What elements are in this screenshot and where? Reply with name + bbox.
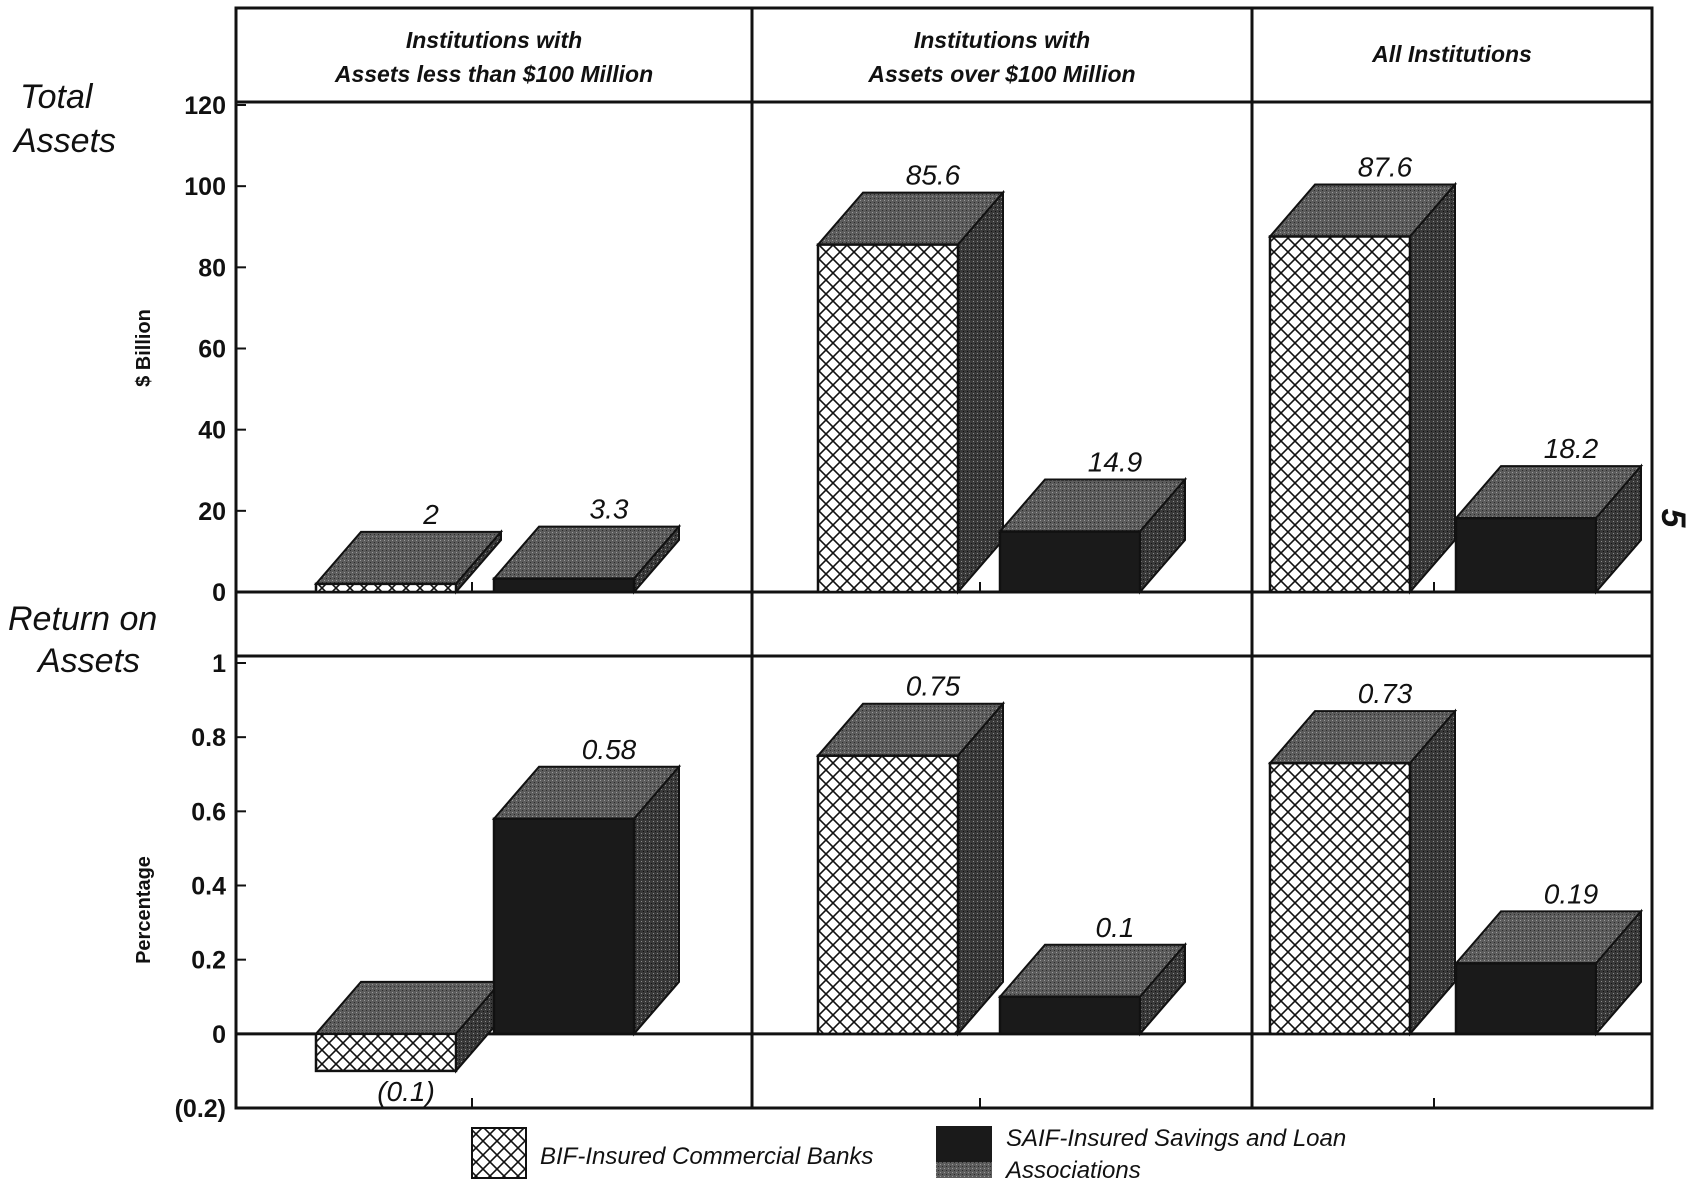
return-on-assets-value-label: 0.75 [906, 671, 961, 702]
legend: BIF-Insured Commercial Banks SAIF-Insure… [471, 1125, 1346, 1182]
total-assets-value-label: 18.2 [1544, 433, 1599, 464]
total-assets-bar-saif-1 [491, 523, 682, 595]
total-assets-value-label: 87.6 [1358, 151, 1413, 182]
y-axis-title-billion: $ Billion [133, 309, 155, 387]
return-on-assets-y-tick: 0.8 [191, 724, 226, 752]
return-on-assets-value-label: 0.73 [1358, 678, 1413, 709]
return-on-assets-y-tick: 1 [212, 650, 226, 678]
total-assets-y-tick: 100 [184, 173, 226, 201]
total-assets-bar-bif-2 [815, 189, 1006, 595]
return-on-assets-panel: (0.2) 0 0.2 0.4 0.6 0.8 1 (0.1) 0.75 0.73 0.58 0.1 0… [175, 650, 1652, 1123]
return-on-assets-bar-saif-1 [491, 764, 682, 1037]
return-on-assets-bar-bif-2 [815, 701, 1006, 1037]
legend-label-saif-line2: Associations [1004, 1157, 1141, 1182]
return-on-assets-bar-bif-3 [1267, 708, 1458, 1037]
return-on-assets-value-label: 0.1 [1096, 912, 1135, 943]
total-assets-y-tick: 60 [198, 336, 226, 364]
total-assets-value-label: 3.3 [590, 494, 629, 525]
total-assets-y-tick: 20 [198, 498, 226, 526]
total-assets-bar-bif-1 [313, 529, 504, 595]
return-on-assets-bar-saif-2 [997, 942, 1188, 1037]
total-assets-y-tick: 0 [212, 579, 226, 607]
total-assets-value-label: 2 [422, 499, 439, 530]
return-on-assets-bar-bif-1 [313, 979, 504, 1074]
column-headers: Institutions with Assets less than $100 M… [334, 27, 1532, 87]
section-title-total-assets: Total Assets [12, 78, 116, 160]
return-on-assets-y-tick: 0.4 [191, 873, 226, 901]
return-on-assets-value-label: 0.19 [1544, 878, 1599, 909]
return-on-assets-y-tick: (0.2) [175, 1095, 226, 1123]
total-assets-value-label: 14.9 [1088, 447, 1143, 478]
column-header-2: Institutions with Assets over $100 Millio… [867, 27, 1135, 87]
total-assets-y-tick: 120 [184, 92, 226, 120]
return-on-assets-y-tick: 0.2 [191, 947, 226, 975]
legend-swatch-bif [471, 1127, 527, 1179]
legend-label-saif-line1: SAIF-Insured Savings and Loan [1006, 1125, 1346, 1152]
column-header-3: All Institutions [1371, 41, 1532, 67]
return-on-assets-y-tick: 0 [212, 1021, 226, 1049]
total-assets-panel: 0 20 40 60 80 100 120 2 85.6 87.6 3.3 14.9 18.2 [184, 92, 1652, 607]
total-assets-bar-bif-3 [1267, 181, 1458, 595]
return-on-assets-y-tick: 0.6 [191, 798, 226, 826]
return-on-assets-value-label: 0.58 [582, 734, 637, 765]
total-assets-bar-saif-2 [997, 476, 1188, 595]
legend-swatch-saif [936, 1126, 992, 1162]
total-assets-y-tick: 40 [198, 417, 226, 445]
section-title-return-on-assets: Return on Assets [8, 600, 157, 680]
total-assets-bar-saif-3 [1453, 463, 1644, 595]
return-on-assets-bar-saif-3 [1453, 908, 1644, 1037]
column-header-1: Institutions with Assets less than $100 M… [334, 27, 653, 87]
legend-label-bif: BIF-Insured Commercial Banks [540, 1143, 873, 1170]
total-assets-value-label: 85.6 [906, 160, 961, 191]
legend-swatch-saif-top [936, 1162, 992, 1178]
page-number: 5 [1654, 509, 1692, 529]
total-assets-y-tick: 80 [198, 254, 226, 282]
y-axis-title-percentage: Percentage [133, 856, 155, 964]
return-on-assets-value-label: (0.1) [377, 1076, 435, 1107]
